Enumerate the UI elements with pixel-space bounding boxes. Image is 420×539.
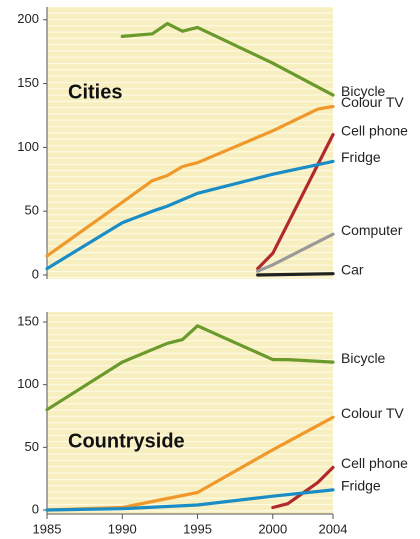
y-tick-label: 50 bbox=[25, 439, 39, 454]
series-line bbox=[45, 324, 335, 412]
y-tick-label: 50 bbox=[25, 203, 39, 218]
y-tick-label: 0 bbox=[32, 501, 39, 516]
x-tick-label: 1995 bbox=[183, 521, 212, 536]
y-tick-label: 100 bbox=[17, 376, 39, 391]
series-label: Fridge bbox=[341, 149, 381, 165]
panel-title: Cities bbox=[68, 81, 122, 103]
x-tick-label: 2004 bbox=[319, 521, 348, 536]
panel-title: Countryside bbox=[68, 430, 185, 452]
y-tick-label: 150 bbox=[17, 75, 39, 90]
series-line bbox=[45, 159, 335, 271]
series-line bbox=[256, 133, 335, 271]
y-tick-label: 200 bbox=[17, 11, 39, 26]
series-label: Colour TV bbox=[341, 405, 404, 421]
x-tick-label: 1985 bbox=[33, 521, 62, 536]
series-label: Cell phone bbox=[341, 455, 408, 471]
series-label: Cell phone bbox=[341, 122, 408, 138]
y-tick-label: 0 bbox=[32, 266, 39, 281]
series-line bbox=[120, 22, 335, 97]
plot-background bbox=[47, 7, 333, 279]
series-line bbox=[45, 104, 335, 258]
series-label: Computer bbox=[341, 222, 403, 238]
plot-background bbox=[47, 312, 333, 514]
series-line bbox=[256, 272, 335, 277]
series-label: Colour TV bbox=[341, 94, 404, 110]
series-label: Bicycle bbox=[341, 83, 386, 99]
series-line bbox=[45, 488, 335, 512]
x-tick-label: 2000 bbox=[258, 521, 287, 536]
series-line bbox=[256, 232, 335, 273]
series-label: Car bbox=[341, 261, 364, 277]
series-label: Fridge bbox=[341, 478, 381, 494]
series-label: Bicycle bbox=[341, 350, 386, 366]
y-tick-label: 150 bbox=[17, 313, 39, 328]
y-tick-label: 100 bbox=[17, 139, 39, 154]
x-tick-label: 1990 bbox=[108, 521, 137, 536]
